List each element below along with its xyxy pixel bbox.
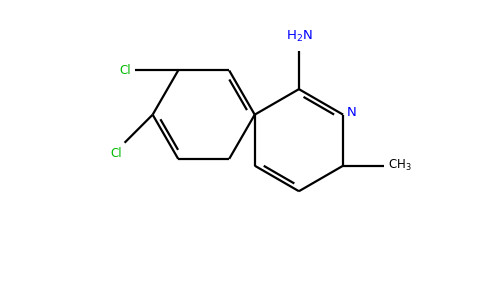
Text: H$_2$N: H$_2$N [286,29,312,44]
Text: CH$_3$: CH$_3$ [389,158,412,173]
Text: Cl: Cl [110,147,121,160]
Text: N: N [347,106,357,119]
Text: Cl: Cl [119,64,131,77]
